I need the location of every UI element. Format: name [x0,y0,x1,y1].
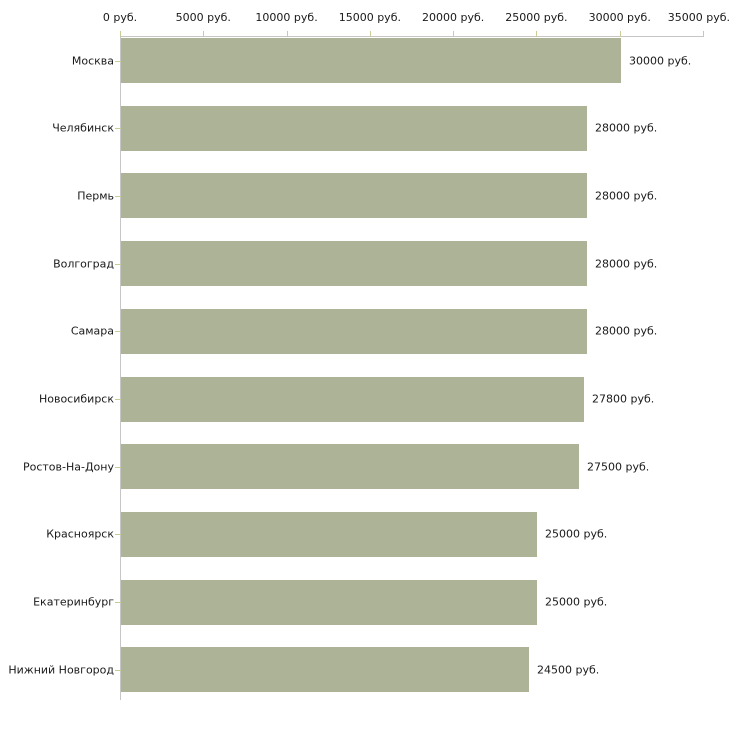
category-label: Челябинск [52,121,114,135]
bar [121,580,537,625]
x-tick-label: 10000 руб. [255,11,318,24]
value-label: 24500 руб. [537,663,600,677]
value-label: 27500 руб. [587,460,650,474]
value-label: 25000 руб. [545,595,608,609]
category-label: Нижний Новгород [8,663,114,677]
bar [121,512,537,557]
y-axis-tick [115,399,121,400]
value-label: 28000 руб. [595,189,658,203]
x-tick-label: 35000 руб. [667,11,730,24]
category-label: Ростов-На-Дону [22,460,114,474]
x-axis-tick [536,31,538,37]
y-axis-tick [115,331,121,332]
bar [121,444,579,489]
bar [121,377,584,422]
y-axis-tick [115,61,121,62]
x-tick-label: 0 руб. [102,11,138,24]
y-axis-tick [115,264,121,265]
x-axis-tick [619,31,621,37]
bar [121,309,587,354]
x-tick-label: 5000 руб. [175,11,231,24]
category-label: Самара [70,324,114,338]
category-label: Красноярск [46,527,114,541]
bar [121,241,587,286]
category-label: Москва [71,54,114,68]
y-axis-tick [115,128,121,129]
x-tick-label: 25000 руб. [505,11,568,24]
category-label: Пермь [77,189,114,203]
bar [121,647,529,692]
x-axis-tick [120,31,121,37]
bar [121,173,587,218]
x-axis-tick [703,31,704,37]
category-label: Екатеринбург [33,595,114,609]
y-axis-tick [115,670,121,671]
value-label: 30000 руб. [629,54,692,68]
x-axis-tick [286,31,288,37]
x-tick-label: 30000 руб. [588,11,651,24]
bar [121,106,587,151]
bar [121,38,621,83]
y-axis-tick [115,534,121,535]
x-axis-tick [453,31,455,37]
x-axis-tick [203,31,205,37]
y-axis-tick [115,196,121,197]
x-tick-label: 15000 руб. [338,11,401,24]
value-label: 28000 руб. [595,121,658,135]
x-axis-line [120,36,703,37]
x-axis-tick [369,31,371,37]
value-label: 28000 руб. [595,324,658,338]
category-label: Новосибирск [38,392,114,406]
y-axis-tick [115,602,121,603]
value-label: 25000 руб. [545,527,608,541]
value-label: 28000 руб. [595,257,658,271]
value-label: 27800 руб. [592,392,655,406]
y-axis-line [120,36,121,700]
x-tick-label: 20000 руб. [422,11,485,24]
category-label: Волгоград [53,257,114,271]
y-axis-tick [115,467,121,468]
